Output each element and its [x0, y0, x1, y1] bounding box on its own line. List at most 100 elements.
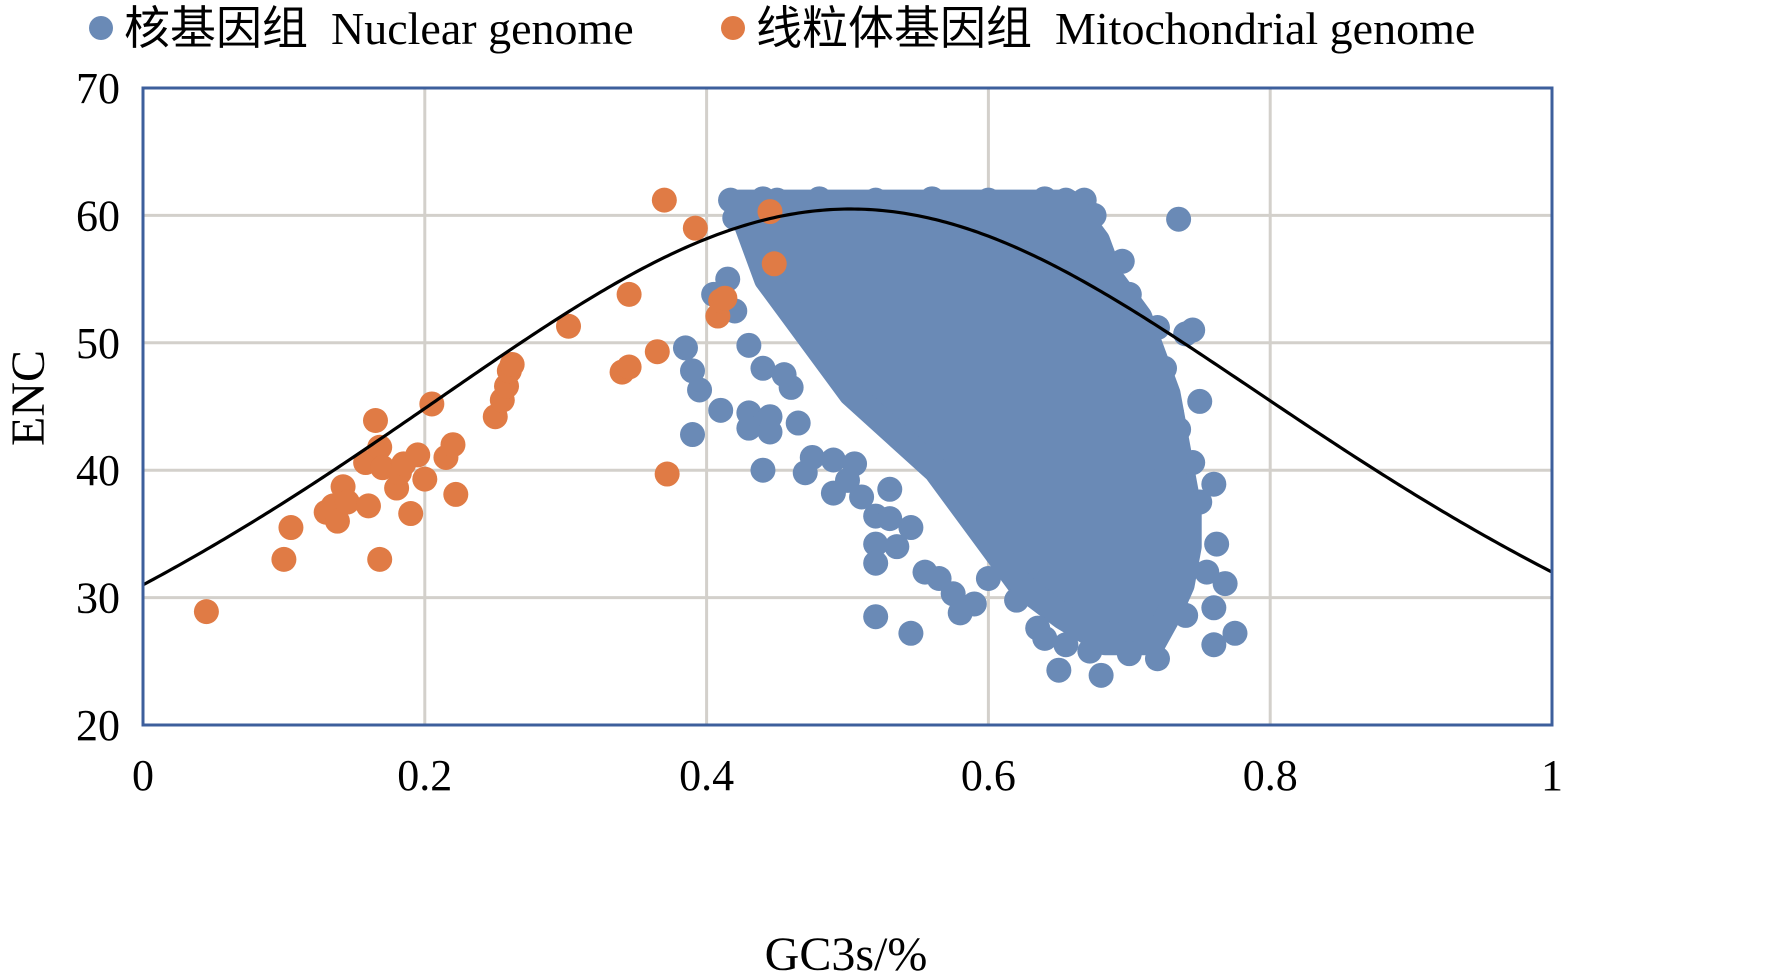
legend: 核基因组 Nuclear genome 线粒体基因组 Mitochondrial…	[89, 3, 1475, 54]
nuclear-point	[1116, 641, 1142, 667]
nuclear-point	[736, 332, 762, 358]
nuclear-point	[947, 600, 973, 626]
nuclear-point	[863, 604, 889, 630]
nuclear-point	[1053, 187, 1079, 213]
nuclear-point	[877, 476, 903, 502]
mitochondrial-point	[362, 408, 388, 434]
nuclear-point	[1152, 355, 1178, 381]
x-axis-title: GC3s/%	[765, 928, 928, 979]
mitochondrial-point	[651, 187, 677, 213]
nuclear-point	[1194, 559, 1220, 585]
nuclear-point	[835, 467, 860, 493]
nuclear-point	[757, 419, 783, 445]
nuclear-point	[1053, 632, 1079, 658]
nuclear-point	[1077, 638, 1103, 664]
mitochondrial-point	[412, 466, 438, 492]
mitochondrial-point	[367, 546, 393, 572]
nuclear-point	[771, 362, 797, 388]
mitochondrial-point	[367, 434, 393, 460]
nuclear-point	[722, 205, 748, 231]
mitochondrial-point	[271, 546, 297, 572]
nuclear-point	[1102, 597, 1128, 623]
nuclear-point	[1212, 571, 1238, 597]
nuclear-point	[863, 187, 889, 213]
y-tick-label: 30	[76, 574, 120, 623]
y-tick-label: 20	[76, 701, 120, 750]
nuclear-point	[863, 550, 889, 576]
nuclear-point	[750, 355, 776, 381]
nuclear-point	[820, 447, 846, 473]
nuclear-point	[680, 358, 706, 384]
nuclear-point	[1032, 625, 1058, 651]
nuclear-point	[1144, 444, 1170, 470]
nuclear-point	[1088, 271, 1114, 297]
x-tick-label: 0.6	[961, 751, 1016, 800]
nuclear-point	[898, 515, 924, 541]
nuclear-point	[975, 187, 1001, 213]
mitochondrial-point	[616, 281, 642, 307]
nuclear-point	[1060, 234, 1086, 260]
nuclear-point	[884, 534, 910, 560]
data-points	[193, 186, 1248, 688]
mitochondrial-point	[324, 508, 350, 534]
nuclear-point	[1081, 250, 1107, 276]
nuclear-point	[708, 397, 734, 423]
nuclear-point	[1204, 531, 1230, 557]
nuclear-point	[1166, 206, 1192, 232]
mitochondrial-point	[616, 354, 642, 380]
nuclear-point	[1201, 471, 1227, 497]
nuclear-dense-region	[725, 189, 1202, 656]
mitochondrial-point	[398, 501, 424, 527]
nuclear-point	[975, 565, 1001, 591]
legend-marker-nuclear	[89, 16, 113, 40]
plot-area-border	[141, 86, 1554, 727]
y-tick-label: 40	[76, 446, 120, 495]
nuclear-point	[1046, 657, 1072, 683]
mitochondrial-point	[193, 599, 219, 625]
nuclear-point	[1004, 587, 1030, 613]
axis-tick-labels: 0 0.2 0.4 0.6 0.8 1 20 30 40 50 60 70	[76, 64, 1563, 800]
nuclear-point	[919, 186, 945, 212]
mitochondrial-point	[556, 313, 582, 339]
nuclear-point	[806, 186, 832, 212]
nuclear-point	[1180, 450, 1206, 476]
mitochondrial-point	[334, 489, 360, 515]
mitochondrial-point	[712, 285, 738, 311]
y-tick-label: 50	[76, 319, 120, 368]
mitochondrial-point	[644, 339, 670, 365]
legend-label-nuclear: 核基因组 Nuclear genome	[124, 3, 634, 54]
nuclear-point	[1187, 489, 1213, 515]
nuclear-point	[1173, 602, 1199, 628]
nuclear-point	[898, 620, 924, 646]
nuclear-point	[1081, 202, 1107, 228]
expected-enc-curve	[142, 207, 1553, 587]
nuclear-point	[736, 415, 762, 441]
nuclear-point	[1116, 281, 1142, 307]
x-tick-label: 1	[1541, 751, 1563, 800]
mitochondrial-point	[443, 481, 469, 507]
mitochondrial-point	[682, 215, 708, 241]
mitochondrial-point	[761, 251, 787, 277]
nuclear-point	[792, 460, 818, 486]
y-tick-label: 70	[76, 64, 120, 113]
y-axis-title: ENC	[2, 350, 55, 446]
nuclear-point	[1032, 186, 1058, 212]
x-tick-label: 0.8	[1243, 751, 1298, 800]
nuclear-dense-cloud	[725, 189, 1202, 656]
nuclear-point	[1187, 388, 1213, 414]
nuclear-point	[785, 410, 811, 436]
nuclear-point	[1159, 400, 1185, 426]
mitochondrial-point	[440, 432, 466, 458]
nuclear-point	[1032, 216, 1058, 242]
nuclear-point	[1144, 646, 1170, 672]
nuclear-point	[1130, 610, 1156, 636]
mitochondrial-point	[654, 461, 680, 487]
x-tick-label: 0.4	[679, 751, 734, 800]
y-tick-label: 60	[76, 191, 120, 240]
nuclear-point	[687, 377, 713, 403]
mitochondrial-point	[278, 515, 304, 541]
nuclear-point	[1088, 662, 1114, 688]
mitochondrial-point	[405, 442, 431, 468]
x-tick-label: 0	[132, 751, 154, 800]
